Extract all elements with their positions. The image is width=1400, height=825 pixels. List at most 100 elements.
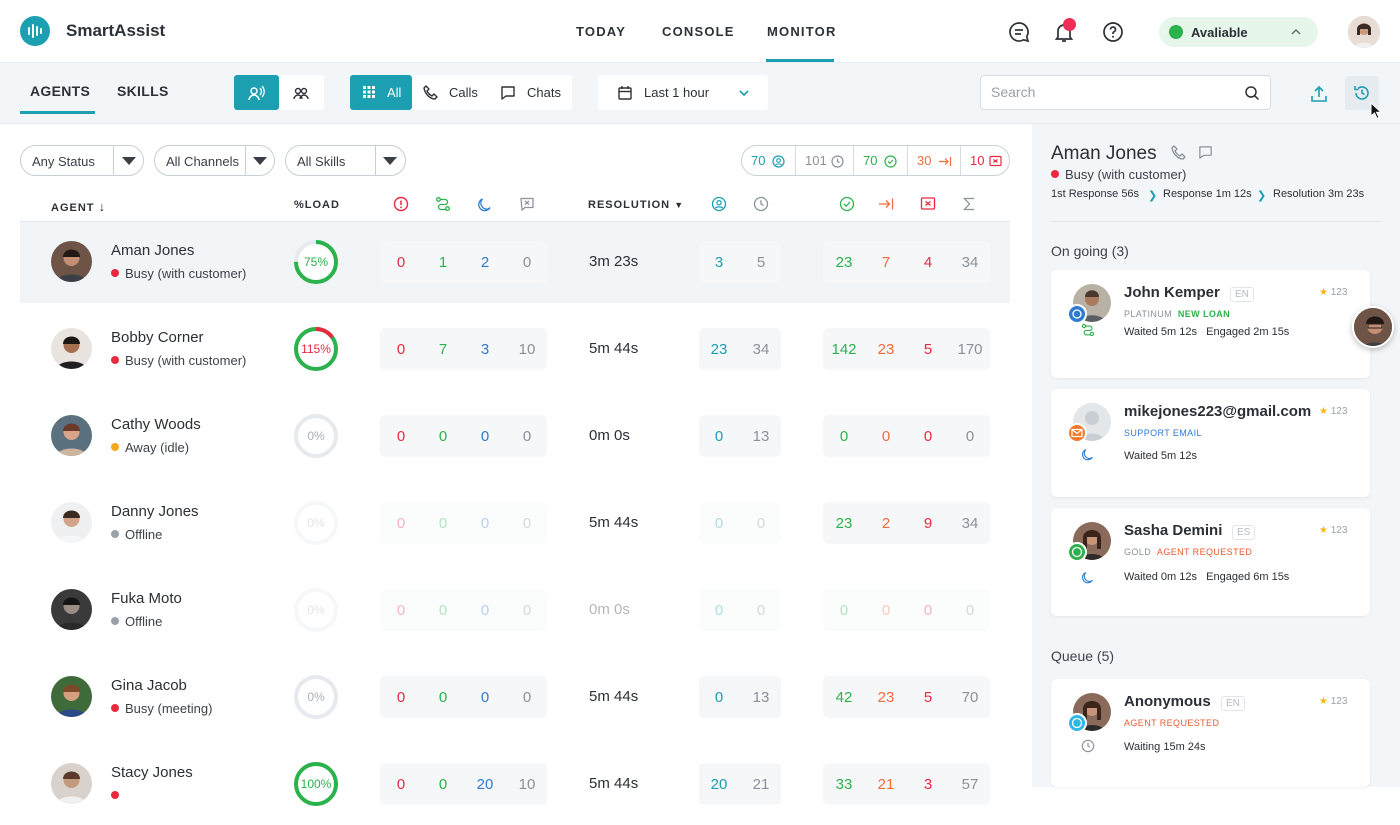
app-name: SmartAssist <box>66 21 166 40</box>
tab-skills[interactable]: SKILLS <box>117 83 169 99</box>
count-alert: 0 <box>396 341 406 358</box>
agent-name: Gina Jacob <box>111 677 187 694</box>
tab-agents[interactable]: AGENTS <box>30 83 91 99</box>
time-range-dropdown[interactable]: Last 1 hour <box>598 75 768 110</box>
skills-filter[interactable]: All Skills <box>285 145 406 176</box>
ongoing-title: On going (3) <box>1051 243 1129 259</box>
outcome-counts: 0 0 0 0 <box>823 589 990 631</box>
count-closed: 0 <box>522 689 532 706</box>
agent-name: Danny Jones <box>111 503 199 520</box>
load-percent: 0% <box>307 603 325 617</box>
channel-all-button[interactable]: All <box>350 75 412 110</box>
count-idle: 0 <box>480 428 490 445</box>
count-waiting: 0 <box>756 602 766 619</box>
search-input[interactable] <box>991 84 1231 100</box>
agent-avatar <box>51 328 92 369</box>
search-box[interactable] <box>980 75 1271 110</box>
agent-status: Busy (meeting) <box>111 701 212 716</box>
skills-filter-label: All Skills <box>297 154 346 169</box>
count-alert: 0 <box>396 254 406 271</box>
count-transferred: 23 <box>877 341 895 358</box>
detail-agent-name: Aman Jones <box>1051 143 1157 164</box>
status-filter[interactable]: Any Status <box>20 145 144 176</box>
count-waiting: 5 <box>756 254 766 271</box>
phone-icon <box>423 85 438 100</box>
chat-bubble-icon[interactable] <box>1198 145 1213 160</box>
status-counts: 0 0 0 0 <box>380 502 547 544</box>
logo-icon[interactable] <box>20 16 50 46</box>
conversation-card[interactable]: Sasha Demini ES ★ 123 GOLD AGENT REQUEST… <box>1051 508 1370 616</box>
clock-icon <box>831 155 844 168</box>
load-ring-graphic <box>294 588 338 632</box>
queue-card[interactable]: Anonymous EN ★ 123 AGENT REQUESTED Waiti… <box>1051 679 1370 787</box>
table-row[interactable]: Aman Jones Busy (with customer) 75% 0 1 2 0 3m … <box>20 222 1010 303</box>
channels-filter[interactable]: All Channels <box>154 145 275 176</box>
star-icon: ★ <box>1319 406 1328 417</box>
toolbar: AGENTS SKILLS All Calls Chats Last 1 hou… <box>0 63 1400 124</box>
summary-abandoned: 10 <box>970 153 985 168</box>
nav-console[interactable]: CONSOLE <box>662 24 735 39</box>
dragged-agent-avatar[interactable] <box>1352 306 1394 348</box>
status-dot <box>111 704 119 712</box>
load-ring-graphic <box>294 675 338 719</box>
count-closed: 0 <box>522 254 532 271</box>
agent-name: Fuka Moto <box>111 590 182 607</box>
count-waiting: 34 <box>752 341 770 358</box>
count-abandoned: 0 <box>923 428 933 445</box>
status-counts: 0 7 3 10 <box>380 328 547 370</box>
load-percent: 100% <box>300 777 332 791</box>
queue-counts: 20 21 <box>699 763 781 805</box>
summary-cell: 30 <box>907 146 960 175</box>
table-row[interactable]: Fuka Moto Offline 0% 0 0 0 0 0m 0s 0 0 0 0 0 0 <box>20 570 1010 651</box>
table-row[interactable]: Bobby Corner Busy (with customer) 115% 0 7 3 1… <box>20 309 1010 390</box>
status-dot <box>111 443 119 451</box>
count-closed: 0 <box>522 515 532 532</box>
view-single-button[interactable] <box>234 75 279 110</box>
resolution-time: 5m 44s <box>589 775 639 792</box>
language-badge: EN <box>1230 287 1254 302</box>
team-icon[interactable] <box>292 84 310 102</box>
export-icon[interactable] <box>1309 84 1329 104</box>
channel-calls-button[interactable]: Calls <box>449 85 478 100</box>
rating: ★ 123 <box>1319 696 1361 710</box>
count-alert: 0 <box>396 428 406 445</box>
search-icon[interactable] <box>1244 85 1260 101</box>
column-agent[interactable]: AGENT ↓ <box>51 199 105 214</box>
column-load[interactable]: %LOAD <box>294 199 340 211</box>
status-counts: 0 1 2 0 <box>380 241 547 283</box>
conversation-card[interactable]: mikejones223@gmail.com ★ 123 SUPPORT EMA… <box>1051 389 1370 497</box>
refresh-button[interactable] <box>1345 76 1379 110</box>
abandon-icon <box>920 197 936 210</box>
channel-chats-button[interactable]: Chats <box>527 85 561 100</box>
star-icon: ★ <box>1319 287 1328 298</box>
resolution-time: 3m 23s <box>589 253 639 270</box>
load-ring-overflow <box>294 327 338 371</box>
count-idle: 2 <box>480 254 490 271</box>
tag-topic: AGENT REQUESTED <box>1124 718 1220 728</box>
nav-monitor[interactable]: MONITOR <box>767 24 837 39</box>
table-row[interactable]: Danny Jones Offline 0% 0 0 0 0 5m 44s 0 0 23 2 9 34 <box>20 483 1010 564</box>
help-icon[interactable] <box>1102 21 1124 43</box>
queue-counts: 0 13 <box>699 676 781 718</box>
nav-today[interactable]: TODAY <box>576 24 627 39</box>
conversation-card[interactable]: John Kemper EN ★ 123 PLATINUM NEW LOAN W… <box>1051 270 1370 378</box>
column-resolution[interactable]: RESOLUTION ▼ <box>588 199 683 211</box>
count-active: 0 <box>714 428 724 445</box>
rating-value: 123 <box>1330 406 1348 417</box>
load-percent: 0% <box>307 516 325 530</box>
table-row[interactable]: Stacy Jones 100% 0 0 20 10 5m 44s 20 21 33 21 3 57 <box>20 744 1010 825</box>
agents-panel: Any Status All Channels All Skills 70 10… <box>0 124 1032 806</box>
wait-time: Waited 5m 12s <box>1124 326 1197 338</box>
table-row[interactable]: Cathy Woods Away (idle) 0% 0 0 0 0 0m 0s 0 13 0 0 0 0 <box>20 396 1010 477</box>
table-row[interactable]: Gina Jacob Busy (meeting) 0% 0 0 0 0 5m 44s 0 13 4… <box>20 657 1010 738</box>
phone-icon[interactable] <box>1170 144 1188 162</box>
availability-dropdown[interactable]: Avaliable <box>1159 17 1318 47</box>
chat-icon[interactable] <box>1008 21 1030 43</box>
wait-time: Waited 5m 12s <box>1124 450 1197 462</box>
customer-avatar <box>1073 284 1111 322</box>
chevron-right-icon: ❯ <box>1257 190 1267 202</box>
load-ring: 0% <box>293 674 339 720</box>
resolution-time: 5m 44s <box>589 688 639 705</box>
rating: ★ 123 <box>1319 406 1361 420</box>
user-avatar[interactable] <box>1348 16 1380 48</box>
